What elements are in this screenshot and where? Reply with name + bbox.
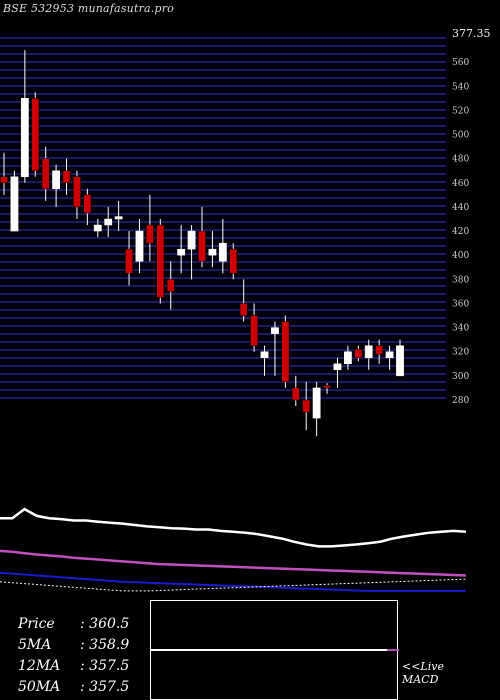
candle-body (20, 98, 29, 178)
y-tick-label: 420 (452, 227, 469, 237)
candle-body (333, 363, 342, 371)
price-label: Price (18, 616, 55, 632)
candle-body (239, 303, 248, 316)
candle-body (156, 224, 165, 298)
candle-body (73, 176, 81, 208)
macd-panel (150, 600, 399, 700)
candle-body (31, 98, 40, 171)
y-tick-label: 480 (452, 155, 469, 165)
macd-line (151, 649, 387, 651)
y-tick-label: 440 (452, 203, 469, 213)
y-tick-label: 320 (452, 348, 469, 358)
candle-body (323, 385, 331, 389)
candle-body (385, 351, 394, 359)
info-panel: Price : 360.5 5MA : 358.9 12MA : 357.5 5… (18, 614, 129, 698)
candle-body (364, 345, 373, 359)
y-tick-label: 400 (452, 251, 469, 261)
candle-body (125, 248, 133, 274)
live-label[interactable]: <<Live (402, 660, 444, 673)
candle-body (177, 248, 186, 256)
y-tick-label: 360 (452, 299, 469, 309)
y-tick-label: 300 (452, 372, 469, 382)
macd-label: MACD (402, 673, 439, 686)
y-tick-label: 340 (452, 324, 469, 334)
candle-body (198, 230, 206, 262)
ma-purple-line (0, 549, 467, 577)
ma50-value: : 357.5 (80, 679, 130, 695)
candle-body (271, 327, 279, 334)
candle-body (93, 224, 102, 232)
ma12-label: 12MA (18, 658, 61, 674)
candle-body (291, 387, 300, 401)
candle-body (302, 399, 311, 413)
last-price-label: 377.35 (452, 27, 491, 40)
price-value: : 360.5 (80, 616, 130, 632)
candle-body (229, 248, 238, 274)
y-tick-label: 520 (452, 106, 469, 116)
candle-body (187, 230, 196, 250)
candle-body (41, 158, 50, 190)
candle-body (135, 230, 144, 262)
candle-body (250, 315, 259, 346)
info-row-50ma: 50MA : 357.5 (18, 677, 129, 698)
candle-body (104, 218, 113, 226)
candle-body (281, 321, 290, 383)
chart-title: BSE 532953 munafasutra.pro (3, 2, 175, 15)
ma-dotted-line (0, 578, 467, 592)
info-row-12ma: 12MA : 357.5 (18, 656, 129, 677)
candle-body (52, 170, 61, 190)
y-tick-label: 280 (452, 396, 469, 406)
ma5-value: : 358.9 (80, 637, 130, 653)
candle-body (83, 194, 92, 214)
candle-body (375, 345, 384, 355)
candle-body (260, 351, 269, 359)
y-tick-label: 460 (452, 179, 469, 189)
y-tick-label: 540 (452, 82, 469, 92)
ma5-label: 5MA (18, 637, 52, 653)
macd-signal-line (387, 649, 399, 651)
candle-body (114, 216, 123, 220)
live-macd-link[interactable]: <<Live MACD (402, 660, 444, 686)
ma-blue-line (0, 571, 466, 592)
info-row-5ma: 5MA : 358.9 (18, 635, 129, 656)
candle-body (396, 345, 404, 377)
candle-body (166, 279, 175, 292)
y-tick-label: 500 (452, 131, 469, 141)
y-tick-label: 560 (452, 58, 469, 68)
candle-body (208, 248, 217, 256)
ma12-value: : 357.5 (80, 658, 130, 674)
y-tick-label: 380 (452, 275, 469, 285)
candle-body (62, 170, 71, 184)
ma-white-line (0, 507, 467, 548)
candle-body (10, 176, 19, 232)
candle-body (312, 387, 321, 419)
candle-body (343, 351, 352, 365)
candle-body (0, 176, 8, 184)
info-row-price: Price : 360.5 (18, 614, 129, 635)
candle-body (145, 224, 154, 244)
candle-body (354, 349, 363, 359)
ma50-label: 50MA (18, 679, 61, 695)
candle-body (218, 242, 227, 262)
